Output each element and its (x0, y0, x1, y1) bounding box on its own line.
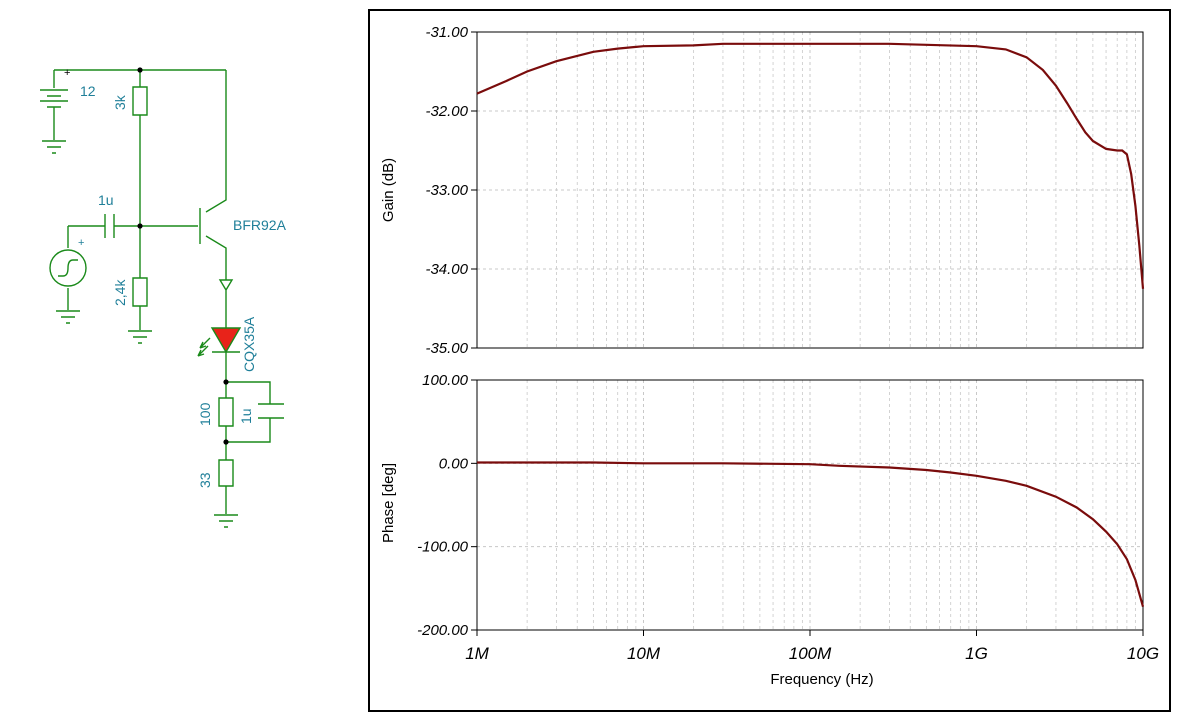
node-base (137, 223, 143, 229)
label-source-plus: + (78, 237, 84, 249)
resistor-100 (218, 397, 234, 427)
label-r-emitter-bottom: 33 (197, 472, 213, 488)
x-tick-label: 100M (789, 644, 832, 663)
x-tick-label: 1M (465, 644, 489, 663)
collector-wire (205, 70, 227, 213)
phase-y-tick-label: -100.00 (417, 539, 469, 556)
label-r-emitter-top: 100 (197, 402, 213, 426)
x-tick-label: 10G (1127, 644, 1159, 663)
source-circle (49, 249, 87, 287)
x-tick-label: 10M (627, 644, 661, 663)
label-c-emitter: 1u (238, 408, 254, 424)
emitter-network-wire (225, 381, 271, 443)
gain-y-tick-label: -34.00 (425, 261, 468, 278)
battery-ground (42, 140, 66, 154)
resistor-33 (218, 442, 234, 514)
gain-y-tick-label: -35.00 (425, 340, 468, 357)
label-r-bias: 2,4k (112, 279, 128, 306)
source-ground (56, 310, 80, 324)
phase-y-ticks: 100.00 0.00 -100.00 -200.00 (417, 372, 477, 639)
phase-y-axis-title: Phase [deg] (380, 463, 397, 543)
label-supply-plus: + (64, 67, 70, 79)
phase-y-tick-label: 100.00 (422, 372, 469, 389)
gain-y-tick-label: -33.00 (425, 182, 468, 199)
gain-y-tick-label: -32.00 (425, 103, 468, 120)
node-top (137, 67, 143, 73)
x-tick-label: 1G (965, 644, 988, 663)
gain-y-tick-label: -31.00 (425, 24, 468, 41)
base-wire (140, 208, 201, 244)
label-supply: 12 (80, 83, 96, 99)
capacitor-emitter (258, 403, 284, 419)
output-ground (214, 514, 238, 528)
gain-y-axis-title: Gain (dB) (380, 158, 397, 222)
resistor-3k (132, 70, 148, 226)
label-c-input: 1u (98, 192, 114, 208)
node-emitter-mid (223, 439, 229, 445)
emitter-arrow (218, 279, 234, 328)
label-transistor: BFR92A (233, 217, 287, 233)
label-r-collector: 3k (112, 94, 128, 110)
source-waveform (58, 259, 78, 277)
gain-grid (477, 32, 1143, 348)
phase-y-tick-label: -200.00 (417, 622, 469, 639)
bias-ground (128, 330, 152, 344)
led-emission (197, 337, 211, 357)
led-triangle (210, 327, 242, 354)
x-axis-title: Frequency (Hz) (770, 671, 873, 688)
gain-series-line (476, 42, 1145, 289)
node-emitter-top (223, 379, 229, 385)
emitter-wire (205, 235, 227, 280)
frequency-x-ticks: 1M 10M 100M 1G 10G (465, 630, 1159, 663)
circuit-schematic: 12 + + 3k 2,4k 1u BFR92A CQX35A 100 1u 3… (40, 67, 287, 528)
phase-grid (477, 380, 1143, 630)
gain-y-ticks: -31.00 -32.00 -33.00 -34.00 -35.00 (425, 24, 477, 357)
plot-frame (368, 9, 1171, 712)
battery-symbol (40, 70, 68, 140)
capacitor-input (68, 214, 140, 238)
phase-series-line (477, 461, 1145, 608)
resistor-2-4k (132, 226, 148, 330)
phase-y-tick-label: 0.00 (439, 455, 469, 472)
label-led: CQX35A (241, 316, 257, 372)
